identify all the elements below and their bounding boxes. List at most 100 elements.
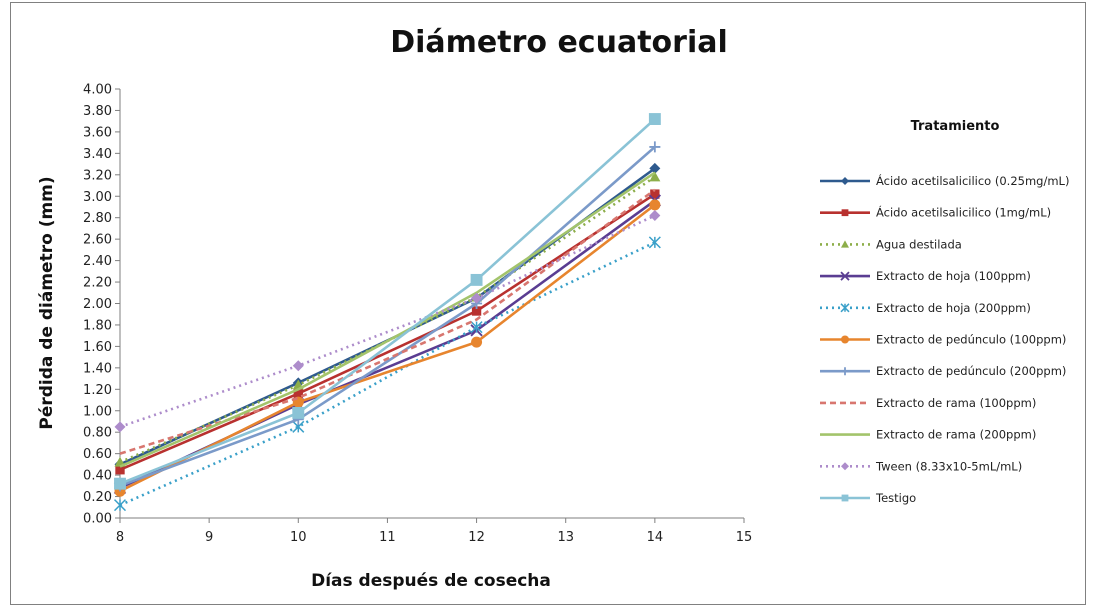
data-point [841,462,849,471]
legend-item: Extracto de pedúnculo (200ppm) [820,364,1066,378]
legend-item: Ácido acetilsalicilico (0.25mg/mL) [820,173,1069,188]
legend-label: Extracto de hoja (100ppm) [876,269,1031,283]
data-point [292,406,305,419]
legend-label: Extracto de rama (200ppm) [876,428,1036,442]
data-point [841,494,849,502]
legend-item: Extracto de hoja (100ppm) [820,269,1031,283]
data-point [292,360,304,372]
y-tick-label: 2.80 [83,211,112,226]
series-10 [114,210,661,433]
legend-item: Agua destilada [820,237,962,251]
y-tick-label: 1.00 [83,404,112,419]
series-4 [113,194,661,495]
y-tick-label: 3.20 [83,168,112,183]
legend-label: Testigo [875,491,916,505]
data-point [471,336,483,348]
series-layer [113,113,661,512]
series-line [119,193,656,471]
data-point [113,499,127,512]
data-point [649,171,661,182]
y-tick-label: 1.20 [83,383,112,398]
legend-label: Extracto de hoja (200ppm) [876,301,1031,315]
legend-item: Ácido acetilsalicilico (1mg/mL) [820,205,1051,220]
series-7 [114,141,661,492]
series-1 [114,162,661,470]
y-tick-label: 0.20 [83,490,112,505]
y-tick-label: 1.80 [83,318,112,333]
y-axis-title: Pérdida de diámetro (mm) [37,176,57,429]
x-tick-label: 9 [205,530,213,545]
x-tick-label: 8 [116,530,124,545]
chart-title: Diámetro ecuatorial [390,25,728,60]
legend-label: Agua destilada [876,237,962,251]
series-line [119,241,656,507]
series-8 [119,188,656,455]
y-tick-label: 3.40 [83,147,112,162]
data-point [470,273,483,286]
series-11 [114,113,661,490]
data-point [648,236,661,249]
data-point [841,209,849,217]
axis-ticks: 0.00 0.20 0.40 0.60 0.80 1.00 1.20 1.40 1.60 1.80… [83,83,752,546]
data-point [293,388,303,399]
legend-title: Tratamiento [911,119,1000,134]
x-tick-label: 12 [468,530,485,545]
y-tick-label: 0.40 [83,469,112,484]
series-5 [113,236,661,512]
legend-label: Extracto de pedúnculo (200ppm) [876,364,1066,378]
y-tick-label: 1.60 [83,340,112,355]
y-tick-label: 2.40 [83,254,112,269]
legend-label: Tween (8.33x10-5mL/mL) [875,459,1022,473]
series-line [119,118,656,485]
data-point [649,141,661,153]
y-tick-label: 2.00 [83,297,112,312]
y-tick-label: 3.00 [83,190,112,205]
y-tick-label: 4.00 [83,83,112,98]
data-point [114,421,126,433]
data-point [840,303,850,313]
x-tick-label: 11 [379,530,396,545]
data-point [840,271,850,281]
legend: Tratamiento Ácido acetilsalicilico (0.25… [820,119,1069,505]
y-tick-label: 1.40 [83,361,112,376]
data-point [471,306,482,316]
data-point [114,477,126,490]
data-point [841,240,849,248]
legend-item: Extracto de rama (200ppm) [820,428,1036,442]
legend-item: Tween (8.33x10-5mL/mL) [820,459,1022,473]
y-tick-label: 0.00 [83,512,112,527]
x-tick-label: 13 [557,530,574,545]
data-point [115,465,125,475]
data-point [649,199,661,211]
data-point [649,210,661,222]
x-axis-title: Días después de cosecha [311,571,551,591]
series-line [119,175,656,464]
legend-label: Ácido acetilsalicilico (0.25mg/mL) [876,173,1069,188]
x-tick-label: 15 [736,530,753,545]
data-point [470,321,483,334]
chart-frame [10,2,1086,605]
data-point [650,189,660,199]
data-point [841,367,849,376]
series-2 [115,189,660,475]
series-line [119,171,656,468]
data-point [841,335,849,344]
y-tick-label: 0.60 [83,447,112,462]
series-line [119,167,656,466]
data-point [841,177,849,185]
x-tick-label: 14 [647,530,664,545]
y-tick-label: 3.60 [83,125,112,140]
legend-item: Testigo [820,491,916,505]
data-point [471,292,483,304]
legend-item: Extracto de pedúnculo (100ppm) [820,333,1066,347]
y-tick-label: 3.80 [83,104,112,119]
legend-label: Extracto de rama (100ppm) [876,396,1036,410]
data-point [648,113,661,125]
legend-label: Extracto de pedúnculo (100ppm) [876,333,1066,347]
x-tick-label: 10 [290,530,307,545]
legend-item: Extracto de rama (100ppm) [820,396,1036,410]
legend-item: Extracto de hoja (200ppm) [820,301,1031,315]
data-point [649,162,661,174]
legend-label: Ácido acetilsalicilico (1mg/mL) [876,205,1051,220]
